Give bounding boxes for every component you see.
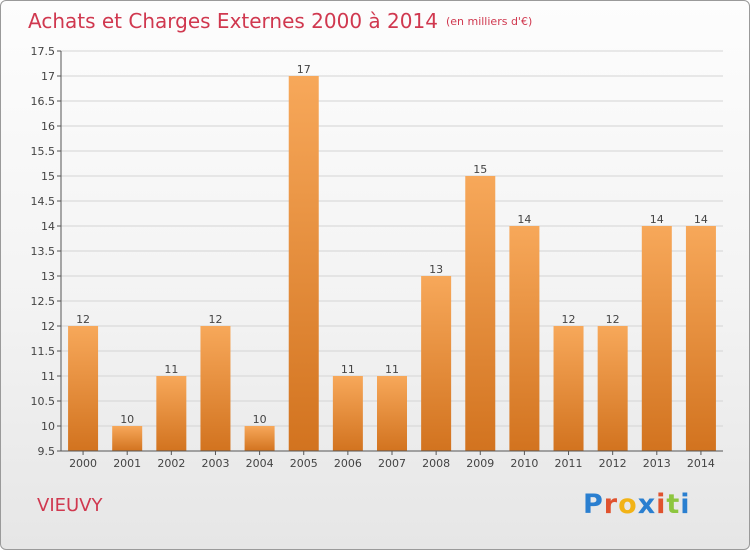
bar-value-label: 12 [76, 313, 90, 326]
bar [685, 226, 716, 451]
bar [112, 426, 143, 451]
y-tick-label: 12 [41, 320, 55, 333]
bar [465, 176, 496, 451]
y-tick-label: 16.5 [31, 95, 56, 108]
bar-value-label: 14 [694, 213, 708, 226]
bar [553, 326, 584, 451]
y-tick-label: 16 [41, 120, 55, 133]
y-tick-label: 15 [41, 170, 55, 183]
y-axis-ticks: 9.5 10 10.5 11 11.5 12 12.5 13 13.5 14 14.5 15 15.5 1… [31, 45, 61, 458]
logo-letter: i [680, 489, 691, 520]
x-tick-label: 2007 [378, 457, 406, 470]
commune-name: VIEUVY [37, 495, 103, 516]
bar [244, 426, 275, 451]
x-tick-label: 2014 [687, 457, 715, 470]
y-tick-label: 17.5 [31, 45, 56, 58]
x-tick-label: 2010 [510, 457, 538, 470]
chart-title: Achats et Charges Externes 2000 à 2014 (e… [28, 9, 532, 33]
bar-value-label: 10 [253, 413, 267, 426]
bar-value-label: 13 [429, 263, 443, 276]
x-tick-label: 2013 [643, 457, 671, 470]
bar-value-label: 10 [120, 413, 134, 426]
title-text: Achats et Charges Externes 2000 à 2014 [28, 9, 438, 33]
bar [332, 376, 363, 451]
y-tick-label: 10.5 [31, 395, 56, 408]
x-tick-label: 2005 [290, 457, 318, 470]
bar-value-label: 14 [650, 213, 664, 226]
x-tick-label: 2003 [201, 457, 229, 470]
y-tick-label: 17 [41, 70, 55, 83]
bar-value-label: 12 [562, 313, 576, 326]
bar-value-label: 15 [473, 163, 487, 176]
y-tick-label: 10 [41, 420, 55, 433]
x-tick-label: 2004 [246, 457, 274, 470]
bar-value-label: 12 [606, 313, 620, 326]
x-tick-label: 2006 [334, 457, 362, 470]
y-tick-label: 14 [41, 220, 55, 233]
bar-value-label: 14 [517, 213, 531, 226]
y-tick-label: 11.5 [31, 345, 56, 358]
y-tick-label: 13 [41, 270, 55, 283]
x-tick-label: 2000 [69, 457, 97, 470]
x-tick-label: 2012 [599, 457, 627, 470]
y-tick-label: 11 [41, 370, 55, 383]
logo-letter: o [618, 489, 638, 520]
bar [597, 326, 628, 451]
x-axis-ticks: 2000 2001 2002 2003 2004 2005 2006 2007 2008 2009… [69, 451, 715, 470]
y-tick-label: 12.5 [31, 295, 56, 308]
y-tick-label: 13.5 [31, 245, 56, 258]
bar [156, 376, 187, 451]
logo-letter: P [583, 489, 604, 520]
bar [377, 376, 407, 451]
x-tick-label: 2001 [113, 457, 141, 470]
bar-value-label: 11 [164, 363, 178, 376]
bar [68, 326, 99, 451]
bar [288, 76, 319, 451]
x-tick-label: 2008 [422, 457, 450, 470]
bar-value-label: 11 [385, 363, 399, 376]
bars: 12 10 11 12 10 17 11 11 13 15 14 12 12 14 14 [68, 63, 716, 451]
logo-letter: t [666, 489, 681, 520]
y-tick-label: 14.5 [31, 195, 56, 208]
bar [421, 276, 452, 451]
bar-value-label: 17 [297, 63, 311, 76]
x-tick-label: 2009 [466, 457, 494, 470]
bar-value-label: 12 [208, 313, 222, 326]
logo-letter: r [603, 489, 619, 520]
bar-value-label: 11 [341, 363, 355, 376]
y-tick-label: 15.5 [31, 145, 56, 158]
x-tick-label: 2002 [157, 457, 185, 470]
bar [641, 226, 672, 451]
y-tick-label: 9.5 [38, 445, 56, 458]
logo-letter: i [656, 489, 667, 520]
x-tick-label: 2011 [555, 457, 583, 470]
logo-letter: x [637, 489, 657, 520]
proxiti-logo[interactable]: Proxiti [583, 489, 691, 520]
bar [509, 226, 540, 451]
bar [200, 326, 231, 451]
title-unit: (en milliers d'€) [445, 15, 533, 28]
